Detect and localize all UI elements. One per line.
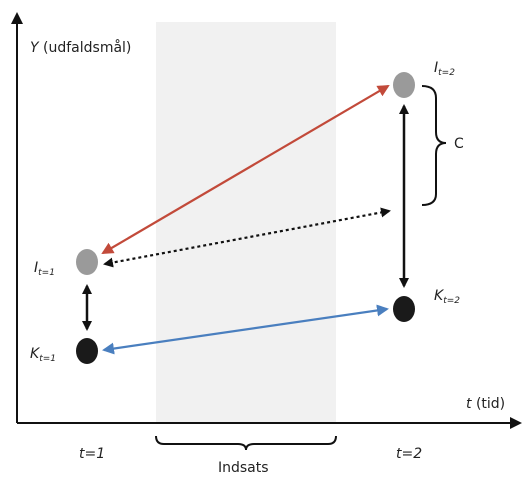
y-axis-label: Y (udfaldsmål) xyxy=(30,39,131,56)
label-k-t2: Kt=2 xyxy=(434,288,460,306)
intervention-label: Indsats xyxy=(218,460,269,476)
node-i-t1 xyxy=(76,249,98,275)
intervention-band xyxy=(156,22,336,423)
node-k-t2 xyxy=(393,296,415,322)
label-i-t1: It=1 xyxy=(34,260,55,278)
c-label: C xyxy=(454,136,464,152)
time1-label: t=1 xyxy=(79,446,105,462)
label-i-t2: It=2 xyxy=(434,60,455,78)
node-i-t2 xyxy=(393,72,415,98)
dotted-arrow xyxy=(103,207,391,268)
intervention-brace xyxy=(155,435,337,451)
x-axis-label: t (tid) xyxy=(466,396,505,412)
label-k-t1: Kt=1 xyxy=(30,346,56,364)
node-k-t1 xyxy=(76,338,98,364)
blue-arrow xyxy=(102,304,389,355)
c-brace xyxy=(421,85,447,206)
time2-label: t=2 xyxy=(396,446,422,462)
